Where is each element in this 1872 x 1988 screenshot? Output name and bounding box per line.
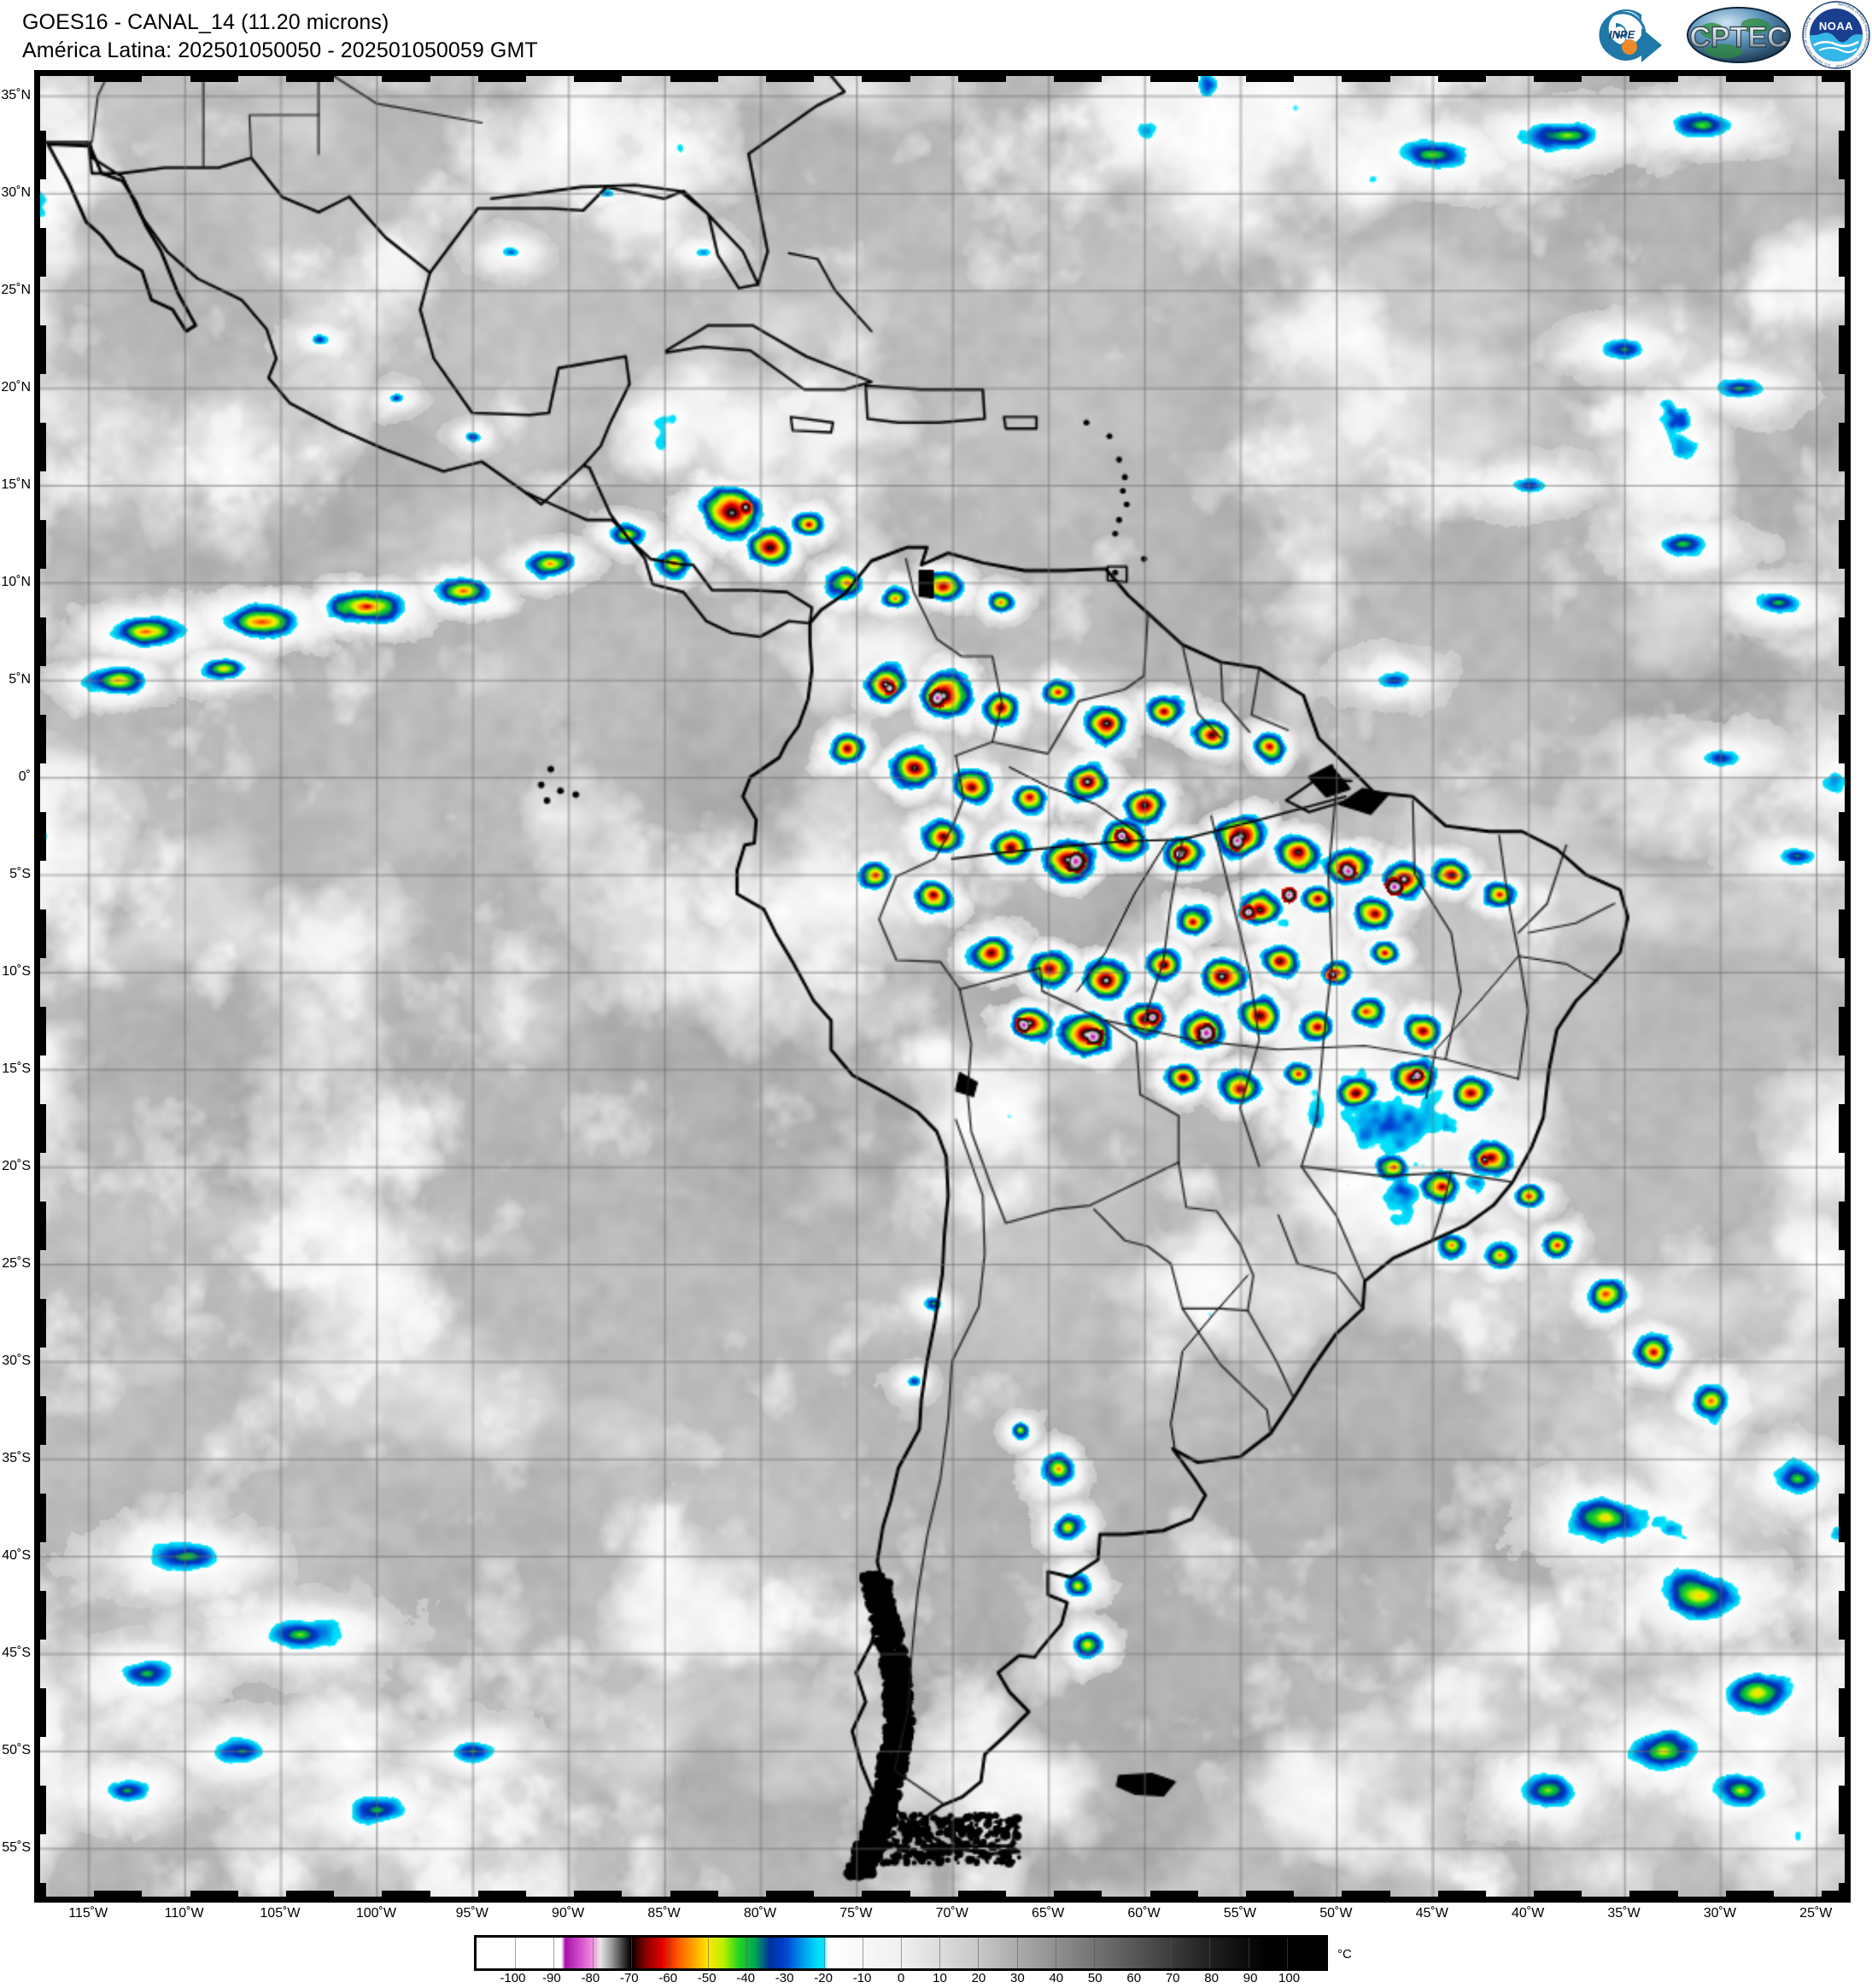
colorbar-tick: -70 (619, 1971, 639, 1985)
lon-tick-label: 110˚W (164, 1906, 204, 1921)
lon-tick-label: 45˚W (1415, 1906, 1448, 1921)
logo-bar: INPE (1590, 0, 1870, 69)
lat-tick-label: 40˚S (2, 1547, 31, 1563)
lon-tick-label: 95˚W (455, 1906, 488, 1921)
colorbar-unit-label: °C (1337, 1947, 1352, 1962)
colorbar-tick: 70 (1165, 1971, 1180, 1985)
colorbar-tick: -100 (500, 1971, 526, 1985)
lon-tick-label: 30˚W (1703, 1906, 1736, 1921)
colorbar: -100 -90 -80 -70 -60 -50 -40 -30 -20 -10 0 10 20 30 40… (0, 1927, 1872, 1988)
colorbar-tick-mark (901, 1938, 902, 1968)
colorbar-tick: -60 (658, 1971, 678, 1985)
colorbar-tick-mark (823, 1938, 825, 1968)
colorbar-tick-mark (1171, 1938, 1173, 1968)
colorbar-tick-mark (1132, 1938, 1134, 1968)
colorbar-tick: 10 (933, 1971, 947, 1985)
lon-tick-label: 80˚W (743, 1906, 777, 1921)
colorbar-tick-mark (746, 1938, 748, 1968)
colorbar-tick-mark (1209, 1938, 1211, 1968)
lon-tick-label: 60˚W (1127, 1906, 1161, 1921)
lat-tick-label: 50˚S (2, 1742, 31, 1757)
colorbar-tick-mark (592, 1938, 594, 1968)
colorbar-tick: 80 (1204, 1971, 1219, 1985)
lon-tick-label: 115˚W (68, 1906, 108, 1921)
lat-tick-label: 5˚N (9, 671, 31, 687)
lon-tick-label: 25˚W (1799, 1906, 1833, 1921)
colorbar-tick-mark (1016, 1938, 1018, 1968)
colorbar-tick-mark (708, 1938, 710, 1968)
colorbar-tick: -20 (814, 1971, 833, 1985)
colorbar-tick-mark (515, 1938, 517, 1968)
svg-text:CPTEC: CPTEC (1689, 21, 1787, 54)
inpe-logo: INPE (1590, 3, 1676, 67)
noaa-logo: NOAA NATIONAL OCEANIC AND ATMOSPHERIC AD… (1800, 0, 1870, 69)
title-block: GOES16 - CANAL_14 (11.20 microns) Améric… (22, 9, 538, 65)
colorbar-tick-mark (1286, 1938, 1288, 1968)
satellite-map[interactable] (34, 70, 1851, 1903)
colorbar-tick: 40 (1049, 1971, 1064, 1985)
lon-tick-label: 70˚W (935, 1906, 968, 1921)
colorbar-tick: -10 (852, 1971, 872, 1985)
map-frame (34, 70, 1851, 1903)
lat-tick-label: 15˚S (2, 1061, 31, 1076)
colorbar-gradient (477, 1938, 1325, 1968)
colorbar-tick: -50 (697, 1971, 717, 1985)
lon-tick-label: 35˚W (1607, 1906, 1641, 1921)
lat-tick-label: 20˚N (1, 379, 31, 395)
page-header: GOES16 - CANAL_14 (11.20 microns) Améric… (0, 0, 1872, 70)
lon-tick-label: 65˚W (1032, 1906, 1065, 1921)
lat-tick-label: 25˚N (1, 282, 31, 297)
lat-tick-label: 10˚S (2, 963, 31, 979)
lon-tick-label: 105˚W (260, 1906, 301, 1921)
lat-tick-label: 20˚S (2, 1158, 31, 1173)
colorbar-tick-mark (1093, 1938, 1095, 1968)
colorbar-tick-mark (553, 1938, 555, 1968)
lon-tick-label: 55˚W (1223, 1906, 1257, 1921)
lon-tick-label: 40˚W (1511, 1906, 1545, 1921)
colorbar-tick: 90 (1243, 1971, 1258, 1985)
colorbar-tick-labels: -100 -90 -80 -70 -60 -50 -40 -30 -20 -10 0 10 20 30 40… (474, 1971, 1328, 1988)
colorbar-tick-mark (630, 1938, 632, 1968)
colorbar-tick: -80 (581, 1971, 600, 1985)
lat-tick-label: 10˚N (1, 574, 31, 589)
lat-tick-label: 5˚S (9, 866, 31, 881)
lon-tick-label: 50˚W (1319, 1906, 1353, 1921)
product-subtitle: América Latina: 202501050050 - 202501050… (22, 38, 538, 62)
colorbar-tick: -90 (542, 1971, 561, 1985)
lat-tick-label: 30˚S (2, 1353, 31, 1368)
lat-tick-label: 45˚S (2, 1645, 31, 1660)
cptec-logo: CPTEC (1684, 5, 1793, 65)
lon-tick-label: 90˚W (552, 1906, 585, 1921)
svg-text:NOAA: NOAA (1819, 20, 1853, 32)
colorbar-tick: 60 (1126, 1971, 1142, 1985)
lat-tick-label: 35˚S (2, 1450, 31, 1465)
colorbar-tick-mark (785, 1938, 787, 1968)
product-title: GOES16 - CANAL_14 (11.20 microns) (22, 10, 389, 34)
lon-tick-label: 85˚W (647, 1906, 681, 1921)
lat-tick-label: 35˚N (1, 87, 31, 102)
colorbar-tick-mark (939, 1938, 941, 1968)
colorbar-tick: 20 (971, 1971, 986, 1985)
lat-tick-label: 55˚S (2, 1839, 31, 1855)
lon-tick-label: 75˚W (839, 1906, 873, 1921)
colorbar-tick: 100 (1278, 1971, 1301, 1985)
colorbar-tick: 30 (1010, 1971, 1025, 1985)
svg-text:INPE: INPE (1609, 28, 1635, 41)
lat-tick-label: 25˚S (2, 1255, 31, 1271)
colorbar-tick: 50 (1087, 1971, 1103, 1985)
lat-tick-label: 15˚N (1, 477, 31, 492)
lat-tick-label: 30˚N (1, 184, 31, 200)
lat-tick-label: 0˚ (18, 769, 31, 784)
ir-imagery-canvas (40, 76, 1845, 1897)
colorbar-swatch (474, 1935, 1328, 1971)
colorbar-tick-mark (978, 1938, 980, 1968)
colorbar-tick: -30 (775, 1971, 794, 1985)
lon-tick-label: 100˚W (355, 1906, 396, 1921)
colorbar-tick: -40 (736, 1971, 756, 1985)
colorbar-tick: 0 (897, 1971, 905, 1985)
